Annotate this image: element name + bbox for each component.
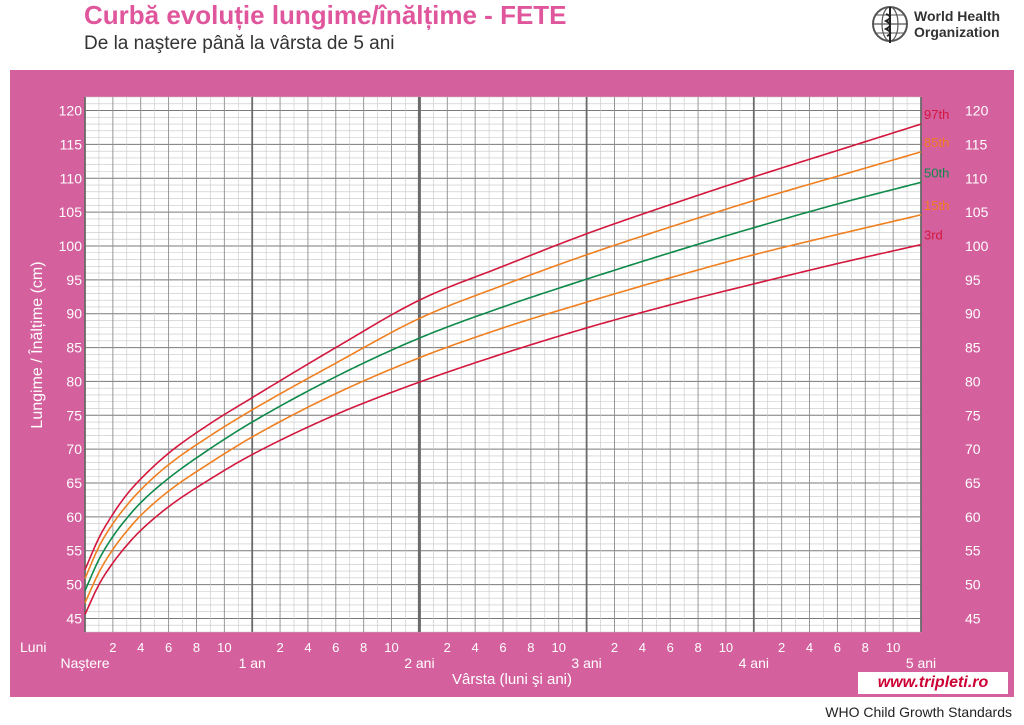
x-tick-label-month: 10 <box>551 640 565 655</box>
y-tick-label-left: 55 <box>66 543 82 559</box>
legend-label-15th: 15th <box>924 198 949 213</box>
chart-title: Curbă evoluție lungime/înălțime - FETE <box>84 0 567 30</box>
x-tick-label-month: 2 <box>778 640 785 655</box>
y-tick-label-left: 95 <box>66 272 82 288</box>
org-name-line2: Organization <box>914 24 1000 40</box>
x-tick-label-month: 10 <box>719 640 733 655</box>
y-tick-label-left: 85 <box>66 340 82 356</box>
series-line-3rd <box>84 243 922 615</box>
chart-subtitle: De la naştere până la vârsta de 5 ani <box>84 33 395 54</box>
y-tick-label-left: 65 <box>66 475 82 491</box>
y-tick-label-right: 65 <box>965 475 981 491</box>
x-tick-label-month: 6 <box>834 640 841 655</box>
y-tick-label-right: 105 <box>965 204 989 220</box>
x-tick-label-month: 4 <box>137 640 144 655</box>
x-tick-label-month: 4 <box>472 640 479 655</box>
y-tick-label-left: 45 <box>66 610 82 626</box>
x-tick-label-month: 2 <box>611 640 618 655</box>
y-tick-label-right: 110 <box>965 170 988 186</box>
x-tick-label-month: 2 <box>444 640 451 655</box>
x-tick-label-month: 10 <box>886 640 900 655</box>
y-tick-label-right: 70 <box>965 441 981 457</box>
x-tick-label-month: 8 <box>862 640 869 655</box>
y-tick-label-left: 115 <box>60 136 83 152</box>
y-tick-label-right: 85 <box>965 340 981 356</box>
y-tick-label-right: 75 <box>965 407 981 423</box>
legend-label-85th: 85th <box>924 135 949 150</box>
x-tick-label-month: 6 <box>499 640 506 655</box>
y-tick-label-right: 50 <box>965 577 981 593</box>
y-tick-label-left: 90 <box>66 306 82 322</box>
x-tick-label-month: 2 <box>109 640 116 655</box>
y-tick-label-right: 60 <box>965 509 981 525</box>
y-tick-label-right: 95 <box>965 272 981 288</box>
website-link[interactable]: www.tripleti.ro <box>858 672 1008 694</box>
y-tick-label-right: 80 <box>965 373 981 389</box>
who-emblem-icon <box>872 6 908 43</box>
legend-label-97th: 97th <box>924 107 949 122</box>
y-tick-label-left: 120 <box>59 103 83 119</box>
y-tick-label-right: 115 <box>965 136 988 152</box>
y-tick-label-left: 75 <box>66 407 82 423</box>
y-tick-label-left: 80 <box>66 373 82 389</box>
y-tick-label-right: 55 <box>965 543 981 559</box>
x-tick-label-month: 10 <box>217 640 231 655</box>
legend-label-3rd: 3rd <box>924 228 943 243</box>
x-tick-label-month: 8 <box>360 640 367 655</box>
y-tick-label-right: 100 <box>965 238 989 254</box>
x-axis-label: Vârsta (luni şi ani) <box>451 671 573 688</box>
series-line-15th <box>84 214 922 604</box>
y-tick-label-left: 50 <box>66 577 82 593</box>
x-tick-label-month: 4 <box>806 640 813 655</box>
x-axis-months-label: Luni <box>20 639 46 655</box>
series-line-97th <box>84 123 922 571</box>
y-tick-label-left: 110 <box>60 170 83 186</box>
series-line-85th <box>84 151 922 579</box>
org-name-line1: World Health <box>914 8 1001 24</box>
x-tick-label-month: 4 <box>639 640 646 655</box>
footer-source: WHO Child Growth Standards <box>825 704 1012 720</box>
x-tick-label-month: 8 <box>527 640 534 655</box>
y-axis-label: Lungime / Înălțime (cm) <box>27 261 46 428</box>
y-tick-label-left: 100 <box>59 238 83 254</box>
y-tick-label-left: 60 <box>66 509 82 525</box>
x-tick-label-year: 2 ani <box>404 655 434 671</box>
series-line-50th <box>84 181 922 592</box>
x-tick-label-month: 8 <box>193 640 200 655</box>
x-tick-label-year: 5 ani <box>906 655 936 671</box>
y-tick-label-left: 70 <box>66 441 82 457</box>
x-tick-label-month: 8 <box>694 640 701 655</box>
x-tick-label-month: 4 <box>304 640 311 655</box>
x-tick-label-year: 3 ani <box>571 655 601 671</box>
y-tick-label-right: 45 <box>965 610 981 626</box>
x-tick-label-year: 1 an <box>239 655 266 671</box>
x-tick-label-month: 6 <box>165 640 172 655</box>
x-tick-label-year: Naştere <box>60 655 109 671</box>
y-tick-label-right: 120 <box>965 103 989 119</box>
x-tick-label-month: 6 <box>332 640 339 655</box>
y-tick-label-right: 90 <box>965 306 981 322</box>
legend-label-50th: 50th <box>924 165 949 180</box>
x-tick-label-month: 6 <box>667 640 674 655</box>
x-tick-label-year: 4 ani <box>739 655 769 671</box>
x-tick-label-month: 2 <box>276 640 283 655</box>
who-logo: World Health Organization <box>870 4 1020 50</box>
x-tick-label-month: 10 <box>384 640 398 655</box>
y-tick-label-left: 105 <box>59 204 83 220</box>
